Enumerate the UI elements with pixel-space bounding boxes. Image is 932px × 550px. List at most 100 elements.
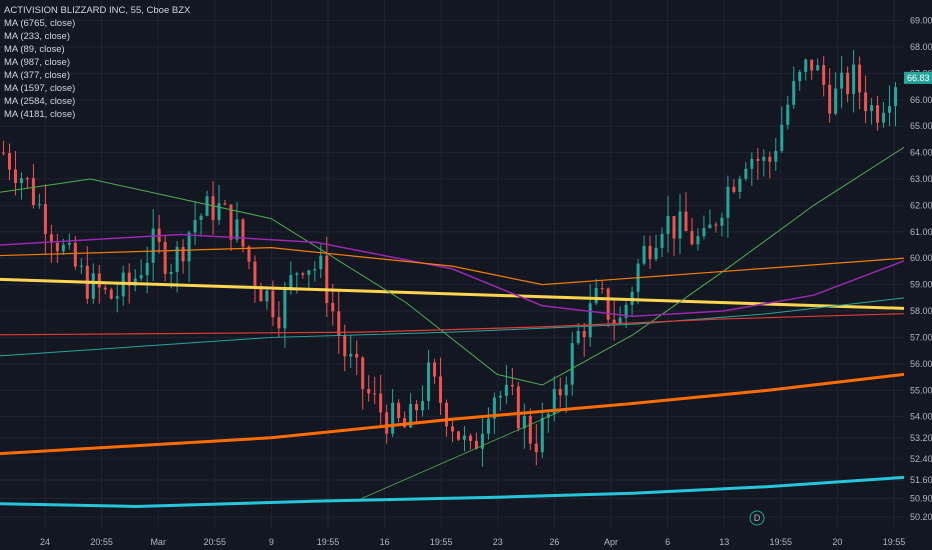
price-tick-label: 68.00 [910,42,932,52]
candle-body [888,106,892,113]
candle-body [594,288,598,304]
legend-item[interactable]: MA (2584, close) [4,96,76,107]
time-tick-label: 20 [832,537,842,547]
last-price-tag [904,71,932,84]
legend-item[interactable]: MA (6765, close) [4,18,76,29]
candle-body [367,389,371,394]
time-axis [0,527,932,550]
price-tick-label: 60.00 [910,253,932,263]
candle-body [325,255,329,304]
candle-body [756,158,760,161]
candle-body [379,393,383,413]
candle-body [474,440,478,449]
candle-body [217,203,221,220]
candle-body [229,204,233,240]
candle-body [582,330,586,338]
candle-body [175,246,179,273]
candle-body [618,317,622,324]
candle-body [666,216,670,234]
candle-body [576,330,580,344]
candle-body [528,415,532,444]
candle-body [7,152,11,170]
candle-body [642,245,646,264]
time-tick-label: Mar [150,537,166,547]
chart-title: ACTIVISION BLIZZARD INC, 55, Cboe BZX [4,5,191,16]
legend-item[interactable]: MA (4181, close) [4,109,76,120]
ma-line-0 [0,277,905,310]
time-tick-label: Apr [604,537,618,547]
legend-item[interactable]: MA (233, close) [4,31,70,42]
candle-body [355,353,359,358]
candle-body [331,303,335,312]
ma-line-3 [0,247,905,286]
last-price-label: 66.83 [907,73,930,83]
price-tick-label: 57.00 [910,332,932,342]
candle-body [133,278,137,286]
candle-body [241,219,245,247]
price-tick-label: 69.00 [910,16,932,26]
candle-body [588,303,592,338]
legend-item[interactable]: MA (89, close) [4,44,65,55]
candle-body [127,272,131,286]
candle-body [852,64,856,95]
candle-body [205,196,209,216]
candle-body [720,217,724,226]
price-tick-label: 65.00 [910,121,932,131]
candle-body [612,319,616,324]
time-tick-label: 9 [269,537,274,547]
candle-body [193,219,197,233]
candle-body [828,84,832,114]
legend-item[interactable]: MA (987, close) [4,57,70,68]
legend: ACTIVISION BLIZZARD INC, 55, Cboe BZX MA… [4,4,190,121]
candle-body [864,92,868,112]
candle-body [19,178,23,184]
candle-body [846,72,850,95]
candle-body [103,287,107,290]
candle-body [606,288,610,320]
price-tick-label: 55.00 [910,385,932,395]
candle-body [546,414,550,418]
candle-body [684,211,688,231]
candle-body [163,241,167,274]
candle-body [654,247,658,260]
candle-body [49,234,53,243]
price-axis [904,0,932,550]
candle-body [462,435,466,440]
candle-body [882,112,886,123]
candle-body [486,418,490,434]
ma-line-4 [0,297,905,357]
candle-body [522,415,526,429]
candle-body [391,402,395,434]
candle-body [109,289,113,299]
candle-body [822,65,826,85]
price-tick-label: 58.00 [910,306,932,316]
candle-body [373,393,377,395]
candle-body [73,242,77,267]
candle-body [319,255,323,270]
candle-body [714,224,718,226]
dividend-marker-label: D [754,513,761,523]
candle-body [235,219,239,240]
candle-body [768,156,772,162]
candle-body [313,269,317,271]
candle-body [169,272,173,274]
candle-body [25,178,29,180]
candle-body [600,288,604,290]
candle-body [13,169,17,184]
candle-body [43,204,47,235]
candle-body [804,59,808,72]
candle-body [732,186,736,192]
candle-body [421,401,425,411]
legend-item[interactable]: MA (1597, close) [4,83,76,94]
time-tick-label: 23 [493,537,503,547]
candle-body [708,224,712,229]
candle-body [439,376,443,403]
candle-body [55,242,59,252]
legend-item[interactable]: MA (377, close) [4,70,70,81]
candle-body [840,72,844,89]
price-tick-label: 53.20 [910,433,932,443]
candle-body [115,296,119,299]
price-tick-label: 54.00 [910,412,932,422]
